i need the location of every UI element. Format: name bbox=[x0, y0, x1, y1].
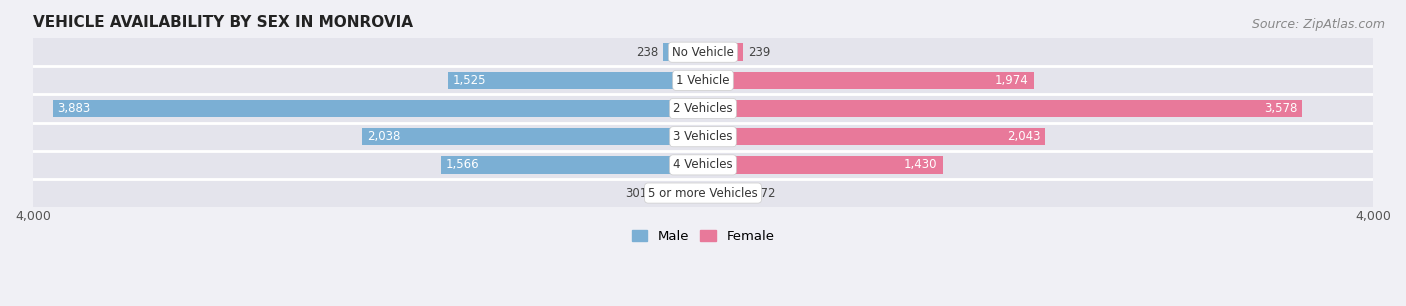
Text: No Vehicle: No Vehicle bbox=[672, 46, 734, 59]
Bar bbox=[361, 128, 703, 145]
Bar bbox=[32, 66, 1374, 95]
Bar bbox=[703, 100, 1302, 117]
Text: 1,525: 1,525 bbox=[453, 74, 486, 87]
Bar bbox=[703, 184, 748, 202]
Text: 1,974: 1,974 bbox=[995, 74, 1029, 87]
Text: 2,038: 2,038 bbox=[367, 130, 399, 143]
Text: 2 Vehicles: 2 Vehicles bbox=[673, 102, 733, 115]
Bar bbox=[32, 123, 1374, 151]
Bar bbox=[32, 38, 1374, 66]
Text: 238: 238 bbox=[636, 46, 658, 59]
Bar bbox=[703, 72, 1033, 89]
Text: 5 or more Vehicles: 5 or more Vehicles bbox=[648, 187, 758, 200]
Text: Source: ZipAtlas.com: Source: ZipAtlas.com bbox=[1251, 18, 1385, 31]
Bar bbox=[447, 72, 703, 89]
Text: 3 Vehicles: 3 Vehicles bbox=[673, 130, 733, 143]
Text: 301: 301 bbox=[626, 187, 648, 200]
Bar bbox=[52, 100, 703, 117]
Text: 3,578: 3,578 bbox=[1264, 102, 1298, 115]
Legend: Male, Female: Male, Female bbox=[626, 224, 780, 248]
Bar bbox=[440, 156, 703, 174]
Text: 1,566: 1,566 bbox=[446, 159, 479, 171]
Bar bbox=[703, 128, 1045, 145]
Bar bbox=[32, 151, 1374, 179]
Bar bbox=[32, 179, 1374, 207]
Text: 2,043: 2,043 bbox=[1007, 130, 1040, 143]
Text: 272: 272 bbox=[754, 187, 776, 200]
Text: VEHICLE AVAILABILITY BY SEX IN MONROVIA: VEHICLE AVAILABILITY BY SEX IN MONROVIA bbox=[32, 15, 413, 30]
Bar bbox=[703, 43, 742, 61]
Bar bbox=[32, 95, 1374, 123]
Text: 239: 239 bbox=[748, 46, 770, 59]
Text: 1 Vehicle: 1 Vehicle bbox=[676, 74, 730, 87]
Bar bbox=[652, 184, 703, 202]
Text: 3,883: 3,883 bbox=[58, 102, 91, 115]
Text: 1,430: 1,430 bbox=[904, 159, 938, 171]
Bar bbox=[664, 43, 703, 61]
Text: 4 Vehicles: 4 Vehicles bbox=[673, 159, 733, 171]
Bar bbox=[703, 156, 942, 174]
